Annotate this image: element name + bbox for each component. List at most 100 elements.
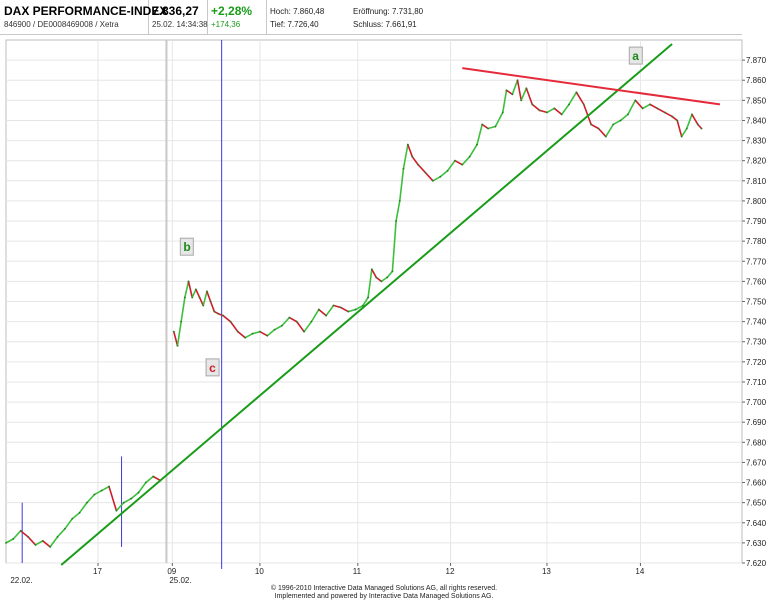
date-label: 25.02. (169, 576, 191, 585)
price-point (505, 89, 508, 92)
price-segment (691, 113, 699, 126)
price-segment (575, 91, 585, 106)
price-point (244, 336, 247, 339)
price-point (627, 113, 629, 116)
y-tick-label: 7.830 (746, 137, 767, 146)
price-point (172, 330, 175, 333)
x-tick-label: 14 (635, 567, 644, 576)
price-segment (310, 308, 320, 323)
price-point (187, 280, 190, 283)
price-segment (468, 143, 478, 158)
price-segment (597, 127, 607, 138)
price-point (511, 93, 514, 96)
y-tick-label: 7.810 (746, 177, 767, 186)
price-point (560, 113, 563, 116)
price-point (191, 296, 194, 299)
stat-eroeffnung: Eröffnung: 7.731,80 (353, 7, 424, 16)
y-tick-label: 7.770 (746, 257, 767, 266)
price-point (439, 175, 442, 178)
x-tick-label: 09 (167, 567, 176, 576)
price-point (86, 501, 88, 504)
price-segment (424, 171, 434, 182)
price-point (691, 113, 693, 116)
annotation-label: b (183, 240, 190, 254)
price-segment (685, 113, 693, 130)
y-tick-label: 7.630 (746, 539, 767, 548)
stat-tief: Tief: 7.726,40 (270, 20, 319, 29)
price-segment (288, 316, 298, 323)
price-segment (244, 332, 254, 339)
price-point (424, 171, 427, 174)
y-tick-label: 7.870 (746, 56, 767, 65)
price-point (236, 330, 239, 333)
price-segment (34, 540, 44, 546)
price-segment (511, 79, 519, 96)
price-segment (411, 155, 419, 166)
price-cell: 7.836,27 25.02. 14:34:38 (149, 0, 208, 34)
price-segment (122, 497, 132, 504)
price-segment (303, 320, 313, 333)
price-point (122, 501, 125, 504)
price-segment (206, 290, 212, 303)
price-point (634, 99, 637, 102)
instrument-cell: DAX PERFORMANCE-INDEX 846900 / DE0008469… (0, 0, 167, 34)
price-segment (391, 220, 397, 273)
price-segment (229, 320, 239, 333)
y-tick-label: 7.730 (746, 338, 767, 347)
price-segment (86, 493, 96, 504)
price-segment (531, 103, 541, 112)
price-segment (281, 316, 291, 327)
price-segment (49, 536, 59, 548)
price-point (93, 493, 96, 496)
price-point (251, 332, 254, 335)
price-segment (432, 175, 442, 182)
price-point (676, 119, 679, 122)
price-point (144, 481, 147, 484)
price-segment (627, 99, 637, 116)
y-tick-label: 7.750 (746, 298, 767, 307)
price-point (295, 320, 298, 323)
price-segment (663, 111, 673, 118)
price-segment (137, 481, 147, 494)
price-point (520, 99, 523, 102)
price-point (700, 127, 703, 130)
price-point (671, 115, 673, 118)
price-segment (680, 127, 688, 138)
price-segment (100, 485, 110, 492)
price-segment (619, 113, 629, 122)
price-point (641, 107, 644, 110)
price-segment (560, 103, 570, 116)
quote-header: DAX PERFORMANCE-INDEX 846900 / DE0008469… (0, 0, 742, 35)
stat-hoch: Hoch: 7.860,48 (270, 7, 325, 16)
price-point (27, 535, 29, 538)
y-tick-label: 7.800 (746, 197, 767, 206)
price-point (516, 79, 519, 82)
price-segment (93, 489, 103, 496)
price-segment (367, 268, 373, 299)
price-segment (476, 123, 483, 146)
instrument-subtitle: 846900 / DE0008469008 / Xetra (4, 20, 119, 29)
price-point (34, 543, 37, 546)
price-point (176, 344, 179, 347)
price-point (649, 103, 651, 106)
price-point (494, 125, 497, 128)
price-segment (209, 300, 216, 313)
price-point (546, 111, 548, 114)
price-point (582, 103, 585, 106)
price-point (386, 276, 389, 279)
price-segment (145, 475, 154, 484)
price-point (213, 310, 216, 313)
price-point (288, 316, 291, 319)
y-tick-label: 7.860 (746, 76, 767, 85)
price-segment (19, 530, 29, 538)
price-point (137, 491, 140, 494)
price-segment (582, 103, 592, 126)
y-tick-label: 7.700 (746, 398, 767, 407)
y-tick-label: 7.670 (746, 458, 767, 467)
price-point (180, 320, 183, 323)
price-point (604, 135, 607, 138)
price-segment (64, 517, 74, 530)
price-point (395, 220, 397, 222)
resistance-line (462, 67, 721, 106)
price-point (198, 296, 201, 299)
